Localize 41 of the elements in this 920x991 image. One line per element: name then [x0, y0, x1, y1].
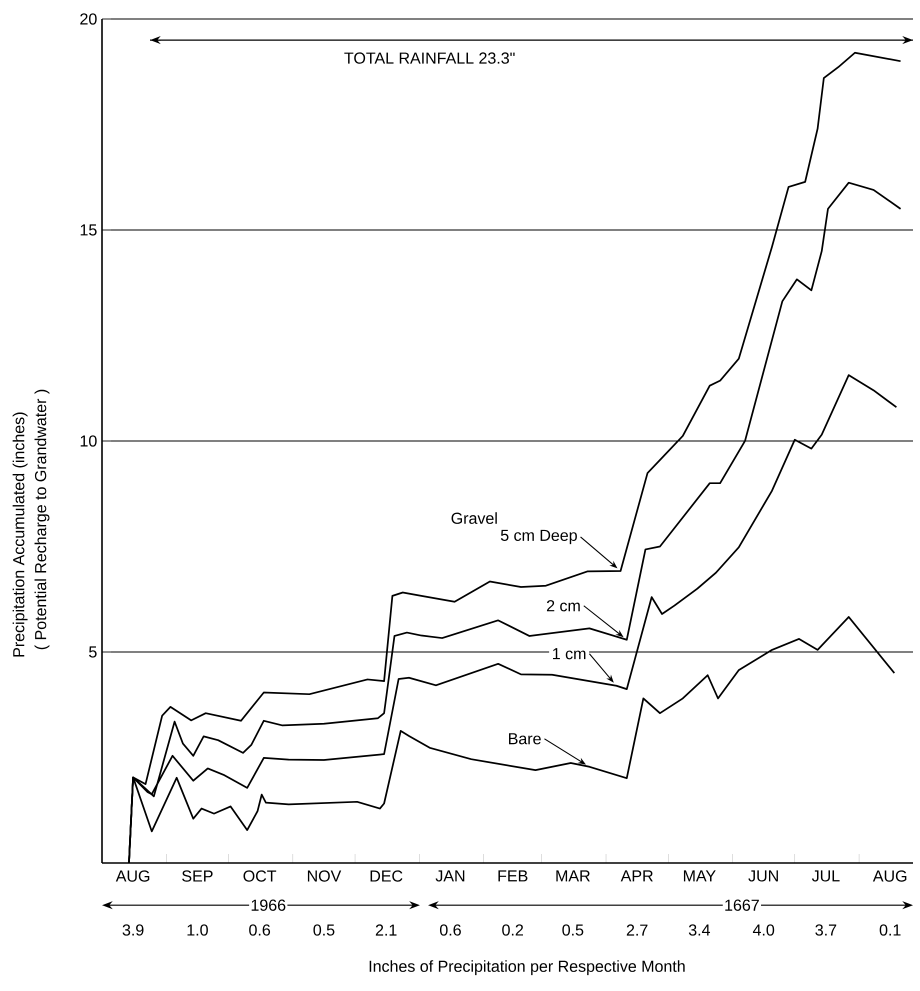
text: 3.4 — [688, 924, 710, 936]
y-tick-label: 20 — [80, 13, 97, 25]
text: 3.7 — [815, 924, 836, 936]
y-axis-title: Precipitation Accumulated (inches) — [12, 412, 28, 657]
x-tick-label: AUG — [872, 870, 906, 882]
text: 3.9 — [122, 924, 144, 936]
x-tick-label: MAY — [684, 870, 716, 882]
x-tick-label: DEC — [370, 870, 402, 882]
text: 0.2 — [502, 924, 524, 936]
text: 4.0 — [752, 924, 774, 936]
text: 2.7 — [626, 924, 648, 936]
annotation: Gravel — [452, 512, 497, 524]
x-tick-label: AUG — [116, 870, 150, 882]
text: 0.1 — [880, 924, 901, 936]
x-tick-label: FEB — [498, 870, 528, 882]
x-tick-label: MAR — [556, 870, 590, 882]
x-tick-label: JAN — [436, 870, 464, 882]
text: 1.0 — [188, 924, 208, 936]
text: ( Potential Recharge to Grandwater ) — [34, 390, 50, 650]
x-tick-label: JUN — [748, 870, 778, 882]
text: 0.6 — [249, 924, 270, 936]
series-label: 2 cm — [546, 600, 580, 612]
x-axis-title: Inches of Precipitation per Respective Month — [370, 960, 685, 976]
text: 1966 — [252, 900, 286, 911]
text: 2.1 — [376, 924, 396, 936]
text: 0.5 — [313, 924, 334, 936]
y-tick-label: 10 — [80, 435, 97, 447]
series-label: 1 cm — [553, 648, 586, 660]
series-label: Bare — [509, 733, 541, 744]
y-tick-label: 15 — [80, 224, 97, 236]
x-tick-label: JUL — [812, 870, 840, 882]
ref-line-label: TOTAL RAINFALL 23.3" — [344, 52, 515, 64]
y-tick-label: 5 — [89, 646, 97, 658]
series-label: 5 cm Deep — [500, 530, 577, 544]
x-tick-label: NOV — [308, 870, 342, 882]
text: 0.6 — [440, 924, 461, 936]
text: 1667 — [725, 900, 759, 911]
x-tick-label: SEP — [182, 870, 213, 882]
text: 0.5 — [562, 924, 584, 936]
x-tick-label: APR — [620, 870, 653, 882]
x-tick-label: OCT — [244, 870, 276, 882]
